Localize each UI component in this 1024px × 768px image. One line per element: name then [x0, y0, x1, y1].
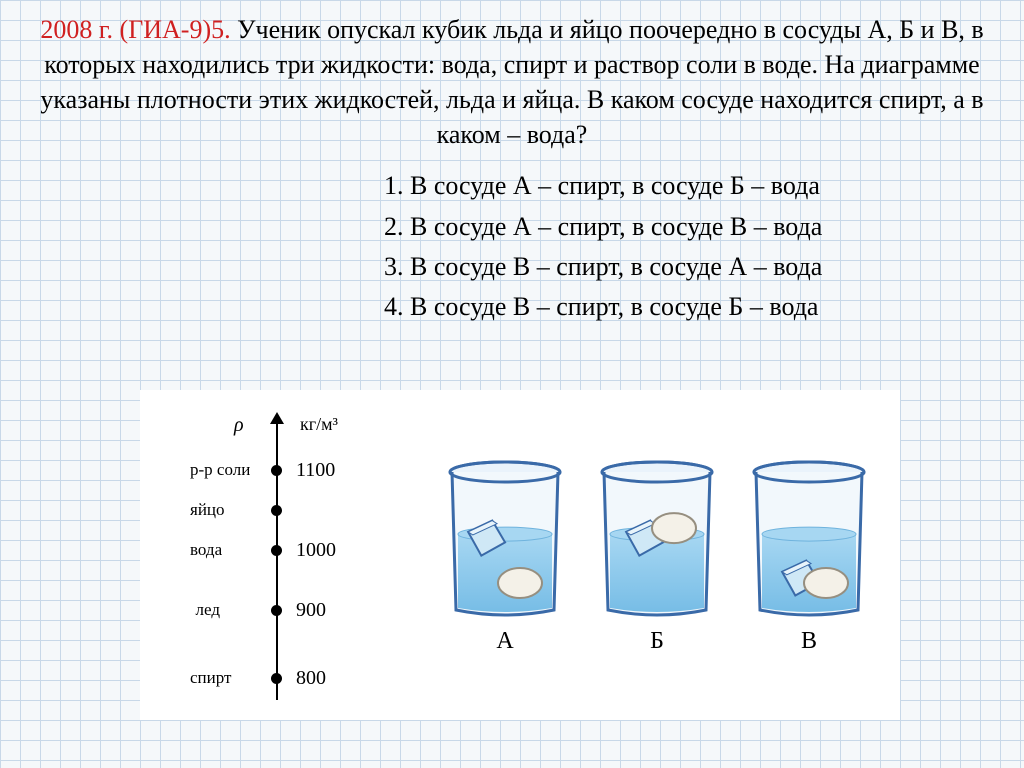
axis-tick-label: яйцо — [190, 500, 220, 520]
axis-tick-value: 800 — [296, 667, 326, 690]
beaker-Б: Б — [592, 450, 722, 655]
egg-icon — [498, 568, 542, 598]
question-lead: 2008 г. (ГИА-9)5. — [40, 15, 230, 44]
question-text: 2008 г. (ГИА-9)5. Ученик опускал кубик л… — [40, 12, 984, 152]
beaker-row: А Б В — [440, 450, 880, 655]
beaker-label: В — [744, 628, 874, 655]
axis-tick-dot-icon — [271, 465, 282, 476]
egg-icon — [804, 568, 848, 598]
axis-tick-dot-icon — [271, 545, 282, 556]
axis-tick-dot-icon — [271, 673, 282, 684]
option-3: В сосуде В – спирт, в сосуде А – вода — [410, 247, 984, 287]
axis-tick-value: 1100 — [296, 459, 335, 482]
beaker-В: В — [744, 450, 874, 655]
axis-line — [276, 420, 278, 700]
option-2: В сосуде А – спирт, в сосуде В – вода — [410, 207, 984, 247]
axis-tick-value: 1000 — [296, 539, 336, 562]
egg-icon — [652, 513, 696, 543]
figure-panel: ρ кг/м³ р-р соли 1100 яйцо вода 1000 лед 900 сп… — [140, 390, 900, 720]
axis-tick-label: спирт — [190, 668, 220, 688]
beaker-vessel — [744, 450, 874, 620]
axis-tick-label: лед — [190, 600, 220, 620]
option-4: В сосуде В – спирт, в сосуде Б – вода — [410, 287, 984, 327]
density-axis: ρ кг/м³ р-р соли1100яйцовода1000лед900сп… — [240, 410, 390, 710]
axis-tick-value: 900 — [296, 599, 326, 622]
axis-symbol: ρ — [234, 414, 244, 437]
option-1: В сосуде А – спирт, в сосуде Б – вода — [410, 166, 984, 206]
beaker-А: А — [440, 450, 570, 655]
axis-tick-label: вода — [190, 540, 220, 560]
axis-tick-dot-icon — [271, 605, 282, 616]
answer-list: В сосуде А – спирт, в сосуде Б – вода В … — [370, 166, 984, 327]
beaker-vessel — [440, 450, 570, 620]
beaker-label: А — [440, 628, 570, 655]
axis-tick-dot-icon — [271, 505, 282, 516]
beaker-label: Б — [592, 628, 722, 655]
axis-tick-label: р-р соли — [190, 460, 220, 480]
beaker-vessel — [592, 450, 722, 620]
axis-units: кг/м³ — [300, 414, 338, 435]
